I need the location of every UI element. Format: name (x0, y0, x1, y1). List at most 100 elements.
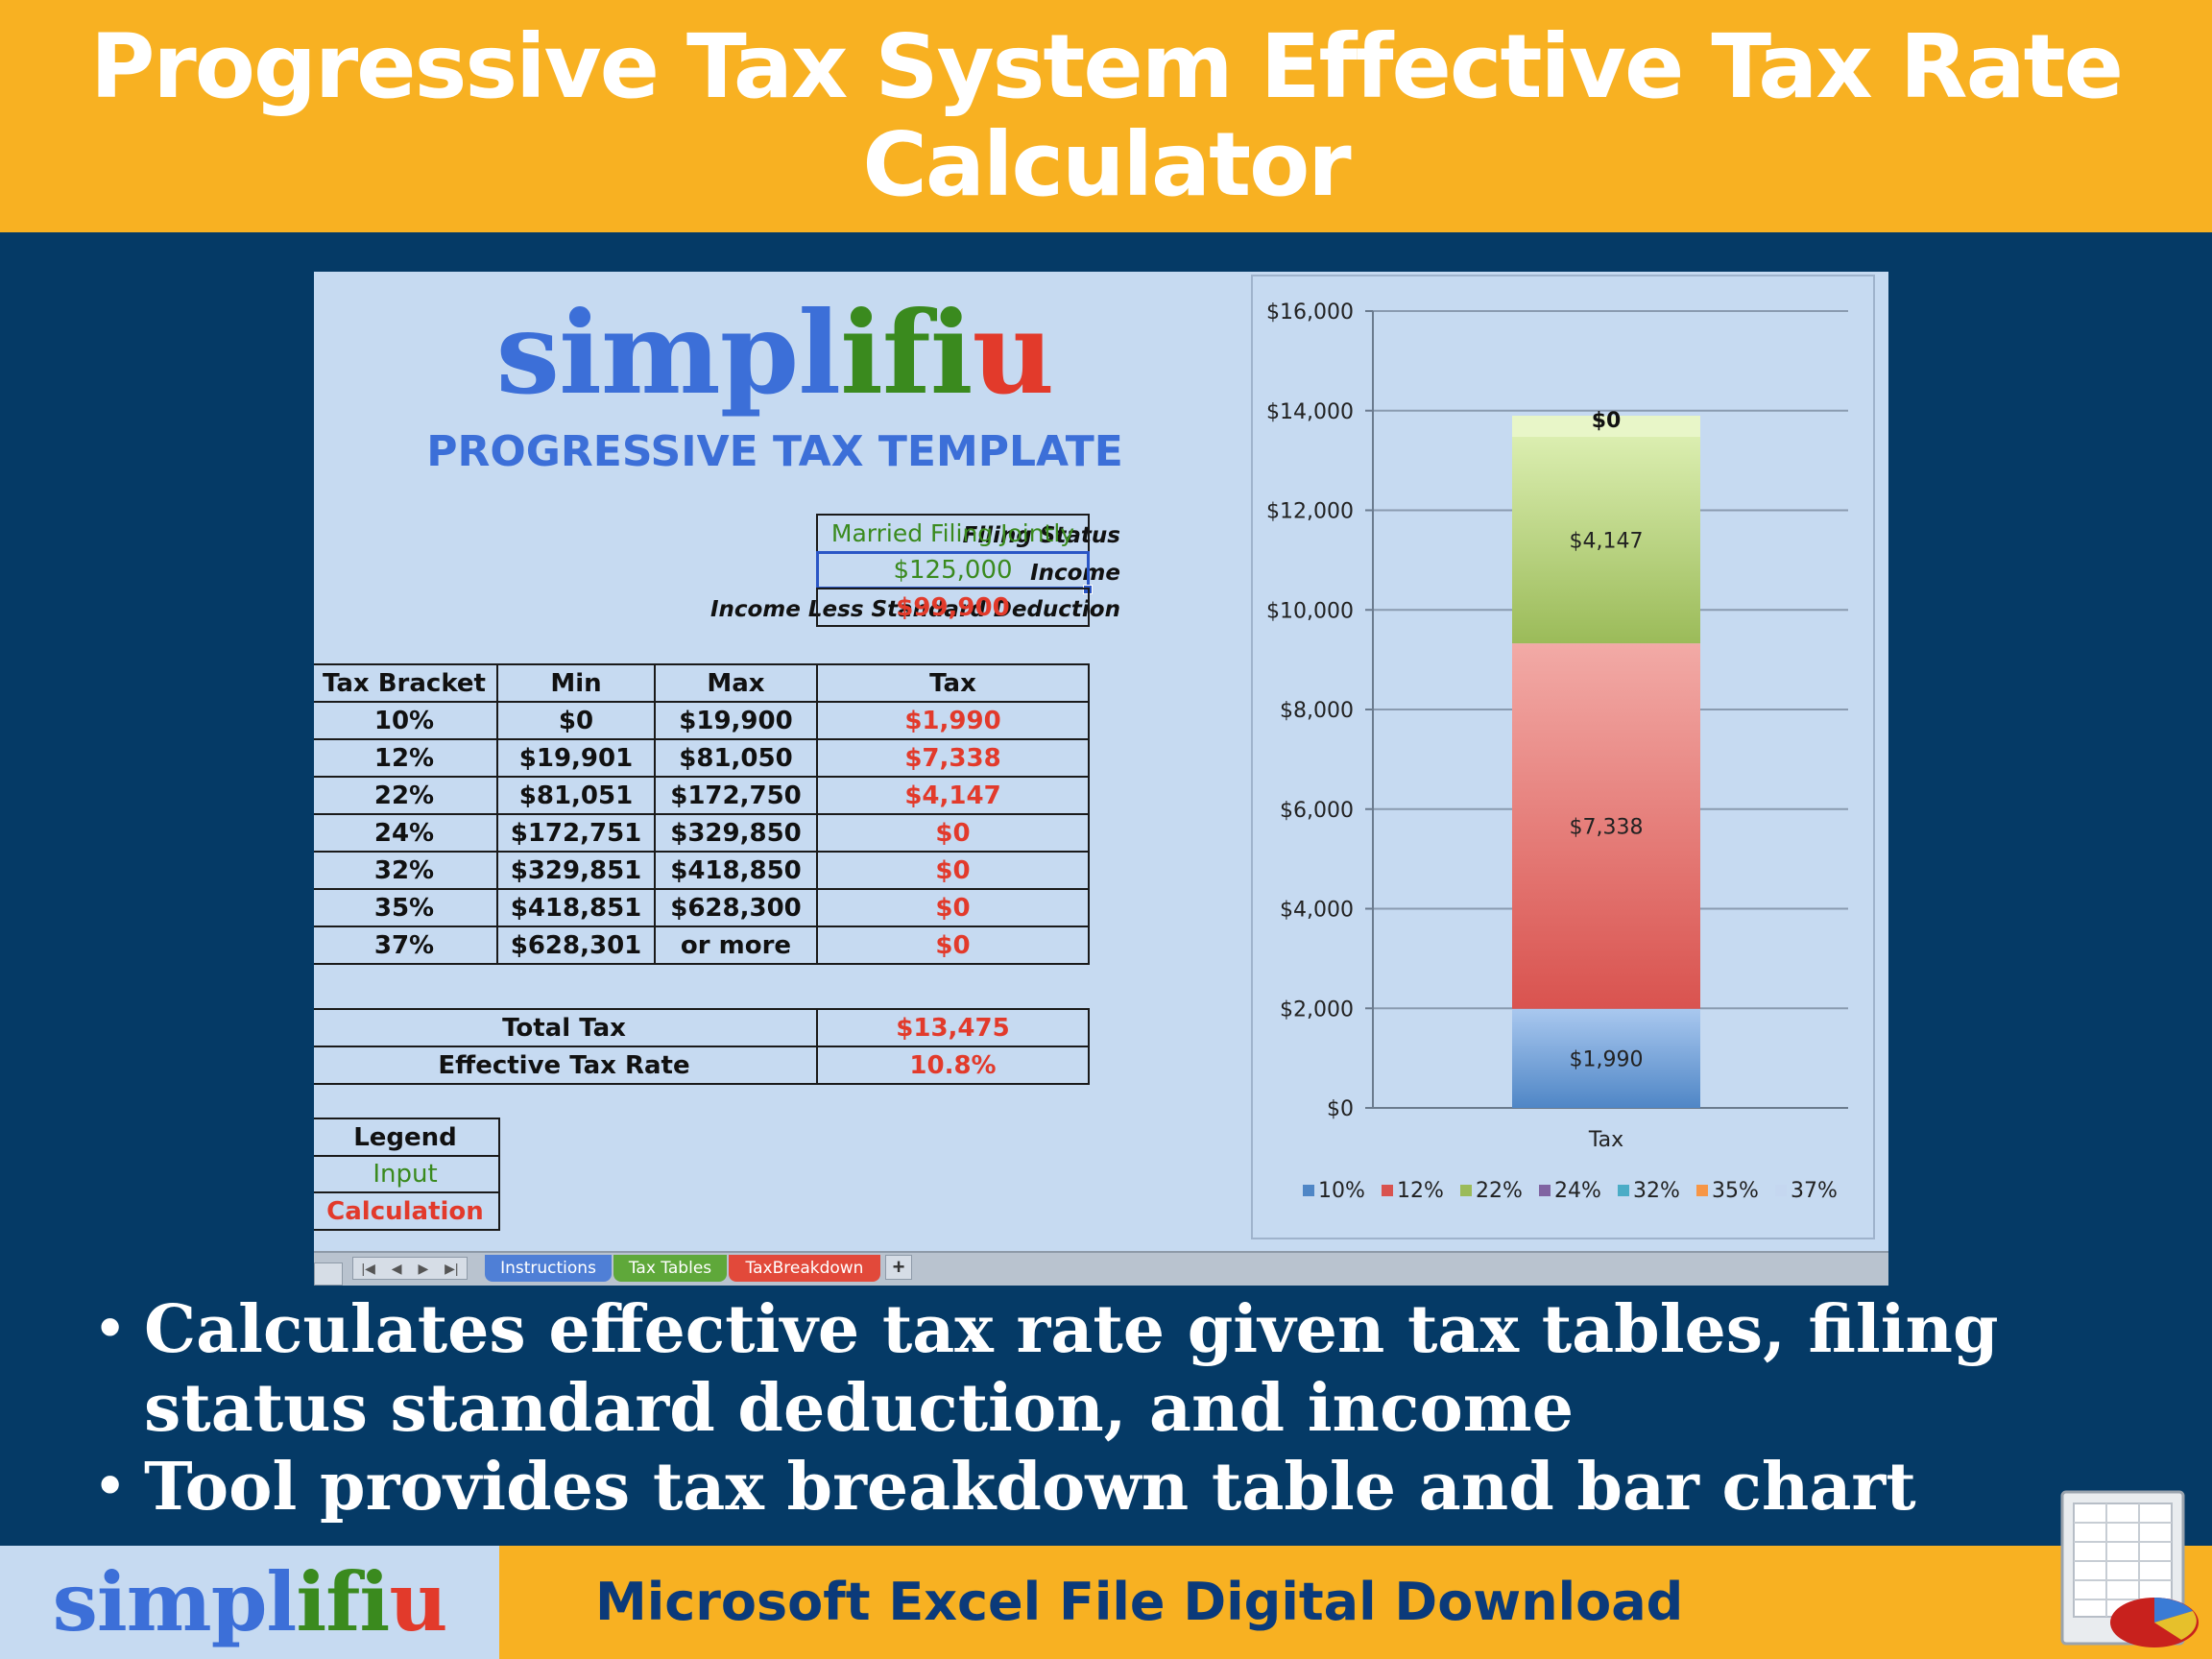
bar-segment-10pct (1512, 1008, 1700, 1108)
y-tick-label: $10,000 (1266, 599, 1354, 623)
tax-stacked-bar-chart: $0 $2,000 $4,000 $6,000 $8,000 $10,000 $12,000… (1251, 275, 1875, 1239)
min-cell[interactable]: $172,751 (496, 813, 656, 853)
legend-swatch (1460, 1185, 1472, 1196)
income-label: Income (1030, 561, 1120, 586)
legend-swatch (1775, 1185, 1787, 1196)
banner-title-line-1: Progressive Tax System Effective Tax Rat… (89, 15, 2124, 118)
min-cell[interactable]: $329,851 (496, 851, 656, 890)
bracket-cell[interactable]: 37% (314, 926, 498, 965)
y-tick-label: $16,000 (1266, 301, 1354, 325)
max-cell[interactable]: or more (654, 926, 818, 965)
bracket-cell[interactable]: 35% (314, 888, 498, 927)
min-cell[interactable]: $19,901 (496, 738, 656, 778)
bullet-text-2: Tool provides tax breakdown table and ba… (144, 1449, 1916, 1526)
data-label: $1,990 (1570, 1047, 1644, 1071)
bullet-item: • Calculates effective tax rate given tax… (86, 1290, 2103, 1448)
excel-spreadsheet-icon (2060, 1490, 2199, 1647)
tax-cell[interactable]: $1,990 (816, 701, 1090, 740)
bar-segment-22pct (1512, 436, 1700, 644)
footer-simplifiu-logo: simplifiu (0, 1546, 499, 1659)
sheet-tab-bar: |◀ ◀ ▶ ▶| Instructions Tax Tables TaxBre… (314, 1251, 1888, 1286)
min-cell[interactable]: $418,851 (496, 888, 656, 927)
y-tick-label: $2,000 (1280, 998, 1354, 1022)
tax-cell[interactable]: $0 (816, 813, 1090, 853)
bracket-cell[interactable]: 22% (314, 776, 498, 815)
add-sheet-button[interactable]: + (885, 1255, 912, 1280)
min-cell[interactable]: $628,301 (496, 926, 656, 965)
tax-cell[interactable]: $0 (816, 851, 1090, 890)
header-tax: Tax (816, 663, 1090, 703)
top-banner: Progressive Tax System Effective Tax Rat… (0, 0, 2212, 232)
tax-cell[interactable]: $4,147 (816, 776, 1090, 815)
bracket-cell[interactable]: 24% (314, 813, 498, 853)
min-cell[interactable]: $0 (496, 701, 656, 740)
bullet-item: • Tool provides tax breakdown table and b… (86, 1448, 2103, 1527)
normal-view-icon[interactable] (314, 1262, 343, 1286)
spreadsheet-screenshot: simplifiu PROGRESSIVE TAX TEMPLATE Filin… (314, 272, 1888, 1286)
chart-canvas: $0 $2,000 $4,000 $6,000 $8,000 $10,000 $12,000… (1266, 301, 1848, 1203)
logo-part-3: u (972, 286, 1055, 420)
bracket-cell[interactable]: 12% (314, 738, 498, 778)
next-sheet-icon[interactable]: ▶ (418, 1260, 429, 1276)
tab-tax-tables[interactable]: Tax Tables (613, 1255, 727, 1282)
banner-title-line-2: Calculator (862, 113, 1351, 216)
bracket-cell[interactable]: 32% (314, 851, 498, 890)
tab-tax-breakdown[interactable]: TaxBreakdown (729, 1255, 880, 1282)
min-cell[interactable]: $81,051 (496, 776, 656, 815)
prev-sheet-icon[interactable]: ◀ (391, 1260, 402, 1276)
deduction-label: Income Less Standard Deduction (709, 597, 1120, 622)
last-sheet-icon[interactable]: ▶| (445, 1260, 459, 1276)
income-cell[interactable]: $125,000 (816, 551, 1090, 589)
legend-swatch (1696, 1185, 1708, 1196)
bracket-cell[interactable]: 10% (314, 701, 498, 740)
tax-cell[interactable]: $7,338 (816, 738, 1090, 778)
legend-swatch (1618, 1185, 1629, 1196)
footer-logo-part-3: u (389, 1554, 447, 1649)
effective-rate-value[interactable]: 10.8% (816, 1046, 1090, 1085)
logo-part-2: ifi (840, 286, 973, 420)
effective-rate-label: Effective Tax Rate (314, 1046, 818, 1085)
data-label: $4,147 (1570, 530, 1644, 554)
legend-entry: 37% (1791, 1179, 1838, 1203)
legend-swatch (1382, 1185, 1393, 1196)
tab-instructions[interactable]: Instructions (485, 1255, 612, 1282)
legend-title: Legend (314, 1118, 500, 1157)
total-tax-label: Total Tax (314, 1008, 818, 1047)
footer-logo-part-2: ifi (296, 1554, 390, 1649)
legend-calculation: Calculation (314, 1191, 500, 1231)
template-title: PROGRESSIVE TAX TEMPLATE (426, 427, 1123, 476)
tax-cell[interactable]: $0 (816, 926, 1090, 965)
filing-status-label: Filing Status (962, 523, 1120, 548)
tab-navigation: |◀ ◀ ▶ ▶| (352, 1257, 468, 1280)
legend-entry: 32% (1633, 1179, 1680, 1203)
tax-cell[interactable]: $0 (816, 888, 1090, 927)
legend-entry: 10% (1318, 1179, 1365, 1203)
header-min: Min (496, 663, 656, 703)
filing-status-cell[interactable]: Married Filing Jointly (816, 514, 1090, 553)
max-cell[interactable]: $81,050 (654, 738, 818, 778)
y-tick-label: $14,000 (1266, 400, 1354, 424)
data-label-top: $0 (1592, 409, 1622, 433)
legend-entry: 24% (1554, 1179, 1601, 1203)
max-cell[interactable]: $329,850 (654, 813, 818, 853)
deduction-cell[interactable]: $99,900 (816, 588, 1090, 627)
max-cell[interactable]: $19,900 (654, 701, 818, 740)
legend-swatch (1303, 1185, 1314, 1196)
max-cell[interactable]: $628,300 (654, 888, 818, 927)
max-cell[interactable]: $418,850 (654, 851, 818, 890)
logo-part-1: simpl (495, 286, 841, 420)
bullet-icon: • (94, 1300, 127, 1358)
bar-segment-cap (1512, 415, 1700, 437)
total-tax-value[interactable]: $13,475 (816, 1008, 1090, 1047)
first-sheet-icon[interactable]: |◀ (361, 1260, 375, 1276)
legend-entry: 22% (1476, 1179, 1523, 1203)
legend-swatch (1539, 1185, 1551, 1196)
max-cell[interactable]: $172,750 (654, 776, 818, 815)
footer-text: Microsoft Excel File Digital Download (595, 1572, 1684, 1632)
y-tick-label: $0 (1327, 1097, 1354, 1121)
legend-input: Input (314, 1155, 500, 1193)
legend-entry: 12% (1397, 1179, 1444, 1203)
feature-bullets: • Calculates effective tax rate given tax… (86, 1290, 2103, 1527)
legend-entry: 35% (1712, 1179, 1759, 1203)
x-category-label: Tax (1588, 1128, 1623, 1152)
